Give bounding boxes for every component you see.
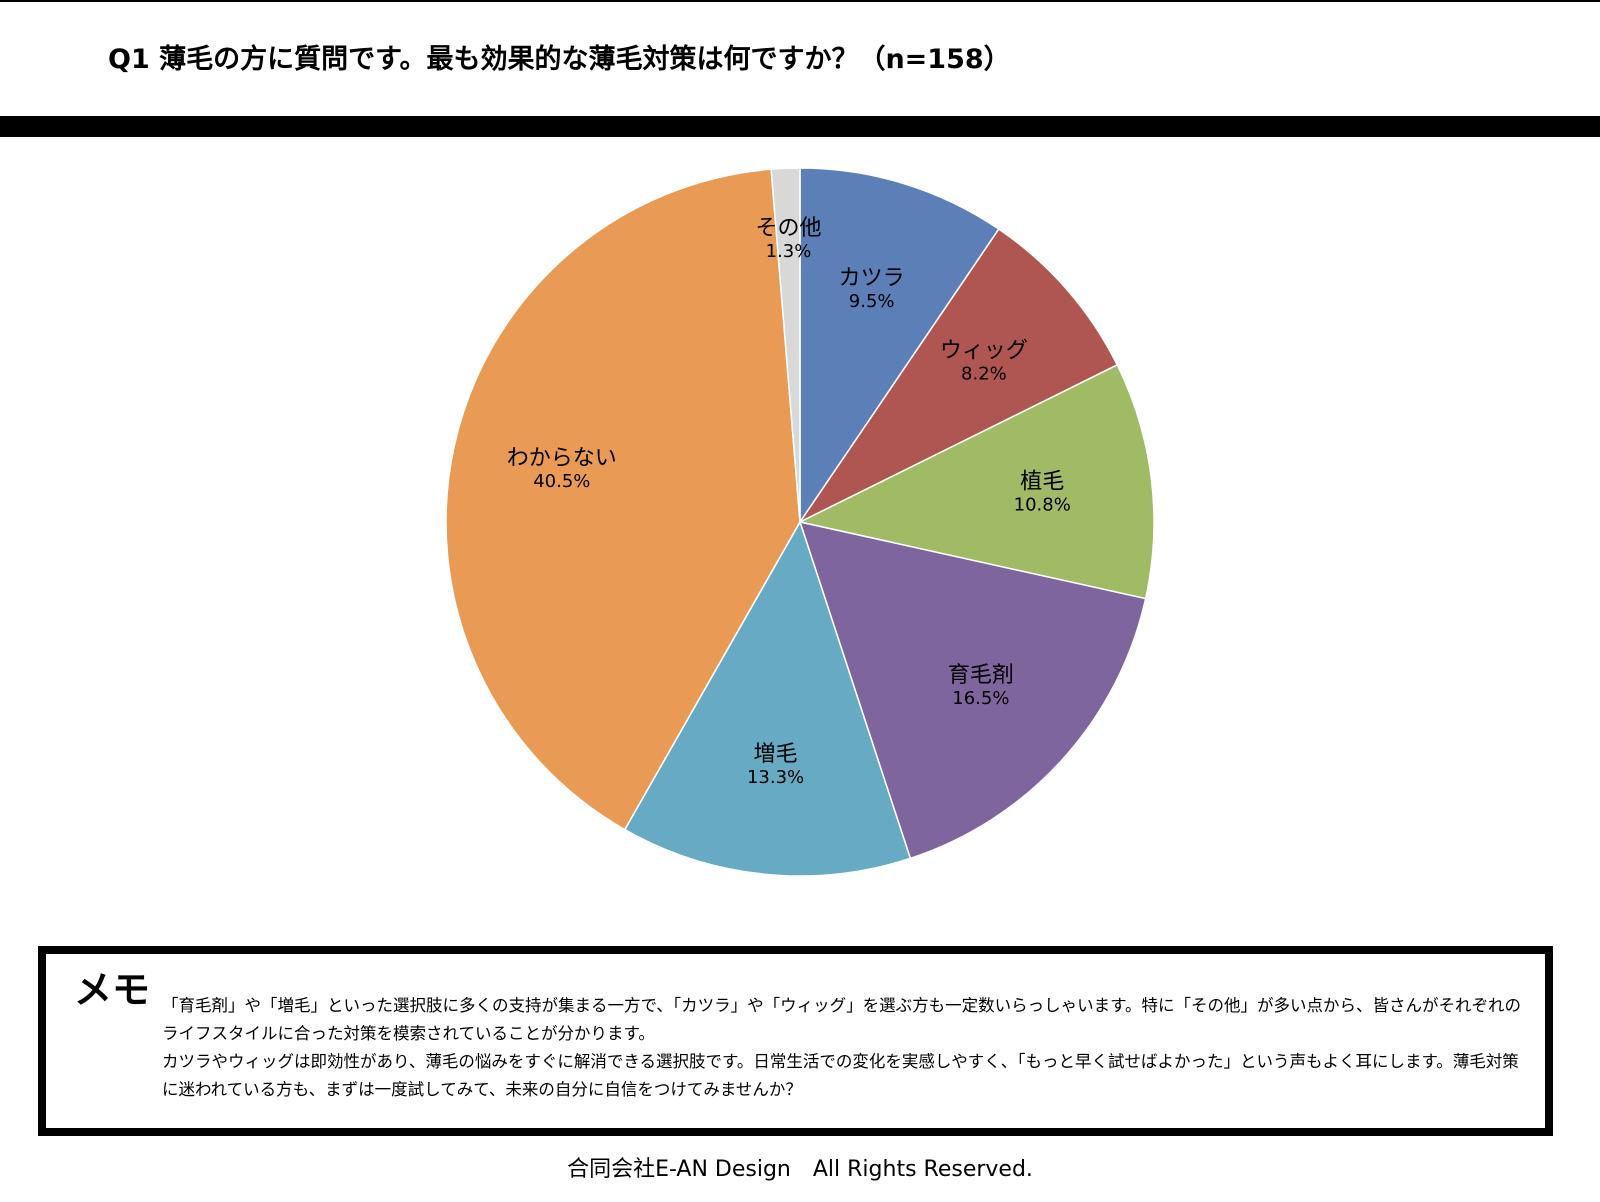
- slice-value-label-0: 9.5%: [849, 291, 895, 312]
- slice-value-label-1: 8.2%: [961, 364, 1007, 385]
- memo-text: 「育毛剤」や「増毛」といった選択肢に多くの支持が集まる一方で、「カツラ」や「ウィ…: [162, 996, 1521, 1099]
- slice-value-label-2: 10.8%: [1014, 495, 1071, 516]
- pie-slice-1: [797, 228, 1119, 524]
- memo-box: メモ 「育毛剤」や「増毛」といった選択肢に多くの支持が集まる一方で、「カツラ」や…: [38, 946, 1553, 1136]
- memo-heading: メモ: [74, 968, 151, 1012]
- slice-value-label-5: 40.5%: [533, 471, 590, 492]
- pie-chart: カツラ 9.5% ウィッグ 8.2% 植毛 10.8% 育毛剤 16.5% 増毛 13.3% わから…: [0, 150, 1600, 910]
- pie-slice-0: [799, 167, 1000, 525]
- slice-label-3: 育毛剤: [948, 663, 1014, 688]
- pie-slice-3: [798, 520, 1147, 860]
- pie-slice-6: [770, 167, 801, 523]
- pie-slice-5: [445, 168, 801, 831]
- pie-slice-4: [623, 520, 912, 877]
- slice-value-label-4: 13.3%: [747, 767, 804, 788]
- page-title: Q1 薄毛の方に質問です。最も効果的な薄毛対策は何ですか？（n=158）: [108, 44, 1011, 75]
- slice-label-6: その他: [755, 216, 821, 241]
- slice-label-2: 植毛: [1020, 470, 1064, 495]
- slice-value-label-6: 1.3%: [766, 241, 812, 262]
- slice-label-5: わからない: [507, 446, 617, 471]
- slice-label-0: カツラ: [839, 266, 905, 291]
- slice-label-1: ウィッグ: [940, 339, 1028, 364]
- footer-copyright: 合同会社E-AN Design All Rights Reserved.: [567, 1157, 1033, 1182]
- title-bar: [0, 116, 1600, 137]
- slice-label-4: 増毛: [754, 742, 798, 767]
- pie-slice-2: [797, 363, 1155, 600]
- top-rule: [0, 0, 1600, 2]
- slice-value-label-3: 16.5%: [952, 688, 1009, 709]
